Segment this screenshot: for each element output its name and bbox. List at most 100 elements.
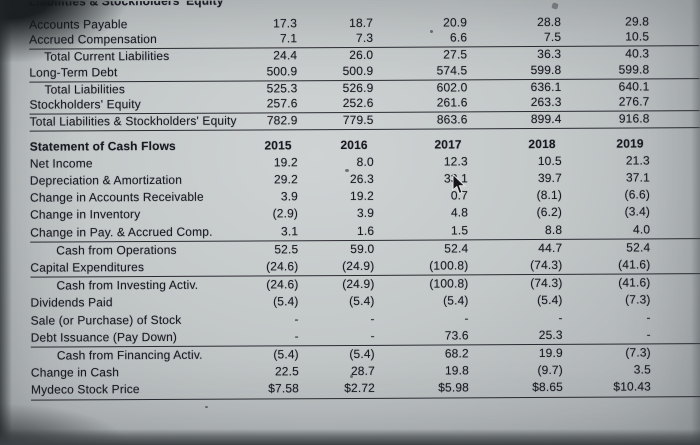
- value-cell: 25.3: [538, 327, 563, 342]
- cash-flow-row: Mydeco Stock Price $7.58 $2.72 $5.98 $8.65 $1…: [30, 378, 700, 401]
- balance-sheet-table: Accounts Payable17.318.720.928.829.8Accr…: [29, 14, 700, 132]
- value-cell: (7.3): [625, 345, 651, 360]
- value-cell: (3.4): [624, 204, 651, 219]
- value-cell: (5.4): [273, 347, 299, 362]
- value-cell: (8.1): [536, 188, 563, 203]
- value-cell: 526.9: [342, 80, 374, 95]
- value-cell: 525.3: [266, 80, 298, 95]
- value-cell: 26.0: [349, 47, 374, 63]
- value-cell: 1.5: [450, 223, 469, 238]
- year-header: 2018: [528, 136, 556, 151]
- value-cell: 44.7: [538, 240, 563, 255]
- value-cell: 19.8: [444, 363, 469, 378]
- value-cell: (24.6): [266, 277, 299, 292]
- value-cell: -: [464, 311, 469, 326]
- value-cell: 52.4: [626, 240, 651, 255]
- value-cell: (6.6): [624, 187, 651, 202]
- value-cell: $7.58: [268, 381, 300, 396]
- value-cell: 10.5: [537, 153, 562, 168]
- value-cell: 27.5: [443, 47, 468, 62]
- value-cell: 12.3: [443, 154, 468, 169]
- value-cell: 28.8: [537, 14, 562, 29]
- row-label: Stockholders' Equity: [29, 97, 141, 112]
- value-cell: (6.2): [536, 205, 563, 220]
- value-cell: (5.4): [349, 346, 375, 362]
- row-label: Cash from Financing Activ.: [56, 347, 203, 363]
- value-cell: 7.1: [279, 31, 298, 46]
- cash-flow-title: Statement of Cash Flows: [29, 138, 176, 154]
- row-label: Dividends Paid: [30, 295, 113, 311]
- value-cell: 3.1: [280, 223, 299, 238]
- row-label: Change in Pay. & Accrued Comp.: [30, 224, 213, 240]
- value-cell: 4.8: [450, 205, 469, 220]
- photo-speck: [345, 169, 349, 172]
- value-cell: 28.7: [350, 364, 375, 379]
- row-label: Debt Issuance (Pay Down): [30, 329, 178, 345]
- value-cell: 19.9: [538, 345, 563, 361]
- row-label: Sale (or Purchase) of Stock: [30, 312, 182, 328]
- value-cell: (7.3): [625, 292, 651, 307]
- value-cell: 574.5: [436, 63, 468, 78]
- value-cell: 19.2: [349, 189, 375, 204]
- value-cell: 640.1: [618, 78, 650, 94]
- row-label: Mydeco Stock Price: [30, 382, 140, 398]
- photo-corner-shadow: [0, 0, 128, 62]
- photo-speck: [205, 406, 208, 408]
- row-label: Depreciation & Amortization: [29, 172, 183, 188]
- value-cell: $2.72: [344, 381, 376, 396]
- value-cell: 52.5: [274, 242, 299, 257]
- row-label: Change in Accounts Receivable: [29, 189, 204, 205]
- photo-right-edge: [691, 0, 700, 445]
- value-cell: (74.3): [530, 276, 563, 291]
- value-cell: (9.7): [537, 363, 563, 378]
- value-cell: -: [558, 310, 563, 325]
- value-cell: 73.6: [444, 328, 469, 343]
- value-cell: (41.6): [618, 275, 651, 290]
- value-cell: -: [646, 327, 651, 342]
- value-cell: $10.43: [613, 379, 652, 395]
- photo-speck: [350, 375, 353, 378]
- value-cell: 863.6: [436, 112, 468, 127]
- value-cell: 8.0: [356, 154, 374, 169]
- value-cell: 39.7: [537, 170, 562, 186]
- row-label: Cash from Investing Activ.: [56, 278, 199, 293]
- value-cell: 782.9: [266, 113, 298, 128]
- year-header: 2016: [340, 137, 368, 152]
- value-cell: 20.9: [443, 15, 468, 30]
- cash-flow-rows: Net Income 19.2 8.0 12.3 10.5 21.3 Depreciatio…: [29, 152, 700, 401]
- value-cell: 916.8: [618, 111, 650, 126]
- year-header: 2017: [434, 137, 462, 152]
- value-cell: 1.6: [356, 223, 375, 238]
- row-label: Net Income: [29, 156, 93, 171]
- value-cell: 261.6: [436, 95, 468, 110]
- value-cell: 29.8: [625, 14, 650, 29]
- value-cell: (5.4): [349, 294, 375, 309]
- value-cell: 252.6: [342, 96, 374, 111]
- value-cell: 3.9: [280, 189, 299, 204]
- row-label: Long-Term Debt: [29, 65, 118, 80]
- value-cell: 3.5: [633, 362, 651, 377]
- value-cell: -: [370, 311, 375, 326]
- value-cell: (5.4): [537, 293, 563, 308]
- value-cell: (74.3): [530, 257, 563, 273]
- value-cell: 52.4: [444, 241, 469, 256]
- value-cell: (5.4): [273, 294, 299, 309]
- value-cell: 500.9: [342, 63, 374, 78]
- value-cell: 59.0: [350, 241, 375, 256]
- value-cell: 10.5: [625, 29, 650, 44]
- value-cell: -: [370, 328, 375, 343]
- photo-left-edge: [0, 0, 12, 445]
- value-cell: 37.1: [625, 170, 650, 185]
- value-cell: (41.6): [618, 257, 651, 272]
- row-label: Total Liabilities & Stockholders' Equity: [29, 113, 237, 129]
- value-cell: 17.3: [273, 15, 298, 31]
- value-cell: 68.2: [444, 346, 469, 361]
- row-label: Cash from Operations: [56, 242, 177, 258]
- value-cell: (24.6): [266, 259, 299, 274]
- value-cell: 263.3: [530, 95, 562, 110]
- value-cell: 6.6: [449, 30, 468, 45]
- balance-sheet-row: Total Liabilities & Stockholders' Equity…: [29, 111, 700, 132]
- value-cell: 599.8: [530, 62, 562, 77]
- value-cell: 29.2: [273, 172, 298, 187]
